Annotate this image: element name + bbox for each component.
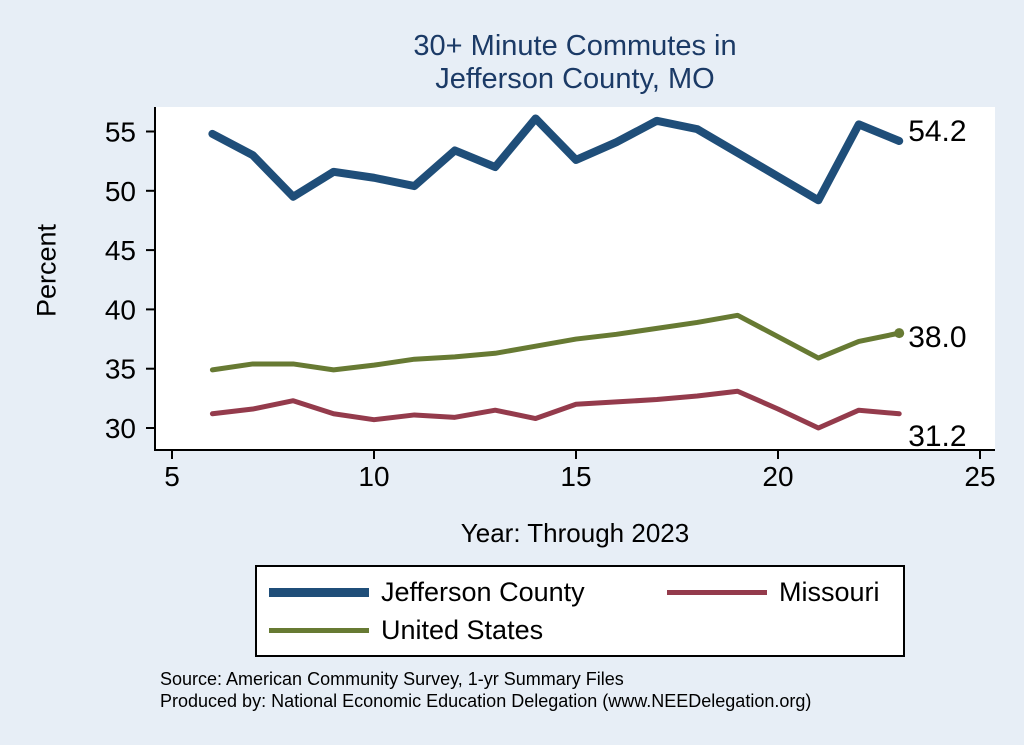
legend-item-jefferson-county: Jefferson County [269, 577, 667, 608]
source-line: Source: American Community Survey, 1-yr … [160, 669, 624, 689]
x-tick-label: 25 [964, 461, 995, 492]
y-axis-title: Percent [31, 223, 62, 318]
legend-item-united-states: United States [269, 615, 667, 646]
y-tick-label: 55 [105, 117, 136, 148]
produced-by-line: Produced by: National Economic Education… [160, 691, 812, 712]
jefferson-county-line [208, 114, 904, 205]
x-tick-label: 15 [560, 461, 591, 492]
y-tick-label: 30 [105, 413, 136, 444]
legend-item-missouri: Missouri [667, 577, 891, 608]
x-axis-title: Year: Through 2023 [460, 518, 690, 548]
united-states-end-label: 38.0 [908, 321, 966, 354]
x-tick-label: 10 [358, 461, 389, 492]
united-states-line-swatch [269, 627, 369, 633]
legend-label-missouri: Missouri [779, 576, 880, 607]
united-states-line [209, 312, 902, 373]
y-tick-label: 45 [105, 235, 136, 266]
y-tick-label: 35 [105, 354, 136, 385]
x-tick-label: 20 [762, 461, 793, 492]
legend-label-united-states: United States [381, 614, 544, 645]
chart-title-line2: Jefferson County, MO [435, 62, 715, 95]
source-notes: Source: American Community Survey, 1-yr … [160, 668, 811, 713]
y-tick-label: 40 [105, 294, 136, 325]
legend: Jefferson County Missouri United States [255, 565, 905, 657]
x-tick-label: 5 [164, 461, 180, 492]
legend-label-jefferson-county: Jefferson County [381, 576, 585, 607]
missouri-line-swatch [667, 589, 767, 595]
chart-title-line1: 30+ Minute Commutes in [413, 30, 737, 62]
plot-area [155, 107, 995, 450]
chart-title: 30+ Minute Commutes in Jefferson County,… [155, 30, 995, 96]
jefferson-county-line-swatch [269, 587, 369, 597]
missouri-end-label: 31.2 [908, 420, 966, 453]
y-tick-label: 50 [105, 176, 136, 207]
united-states-end-marker [894, 328, 905, 339]
axis-lines [154, 107, 995, 451]
missouri-line [209, 388, 902, 431]
jefferson-county-end-label: 54.2 [908, 115, 966, 148]
